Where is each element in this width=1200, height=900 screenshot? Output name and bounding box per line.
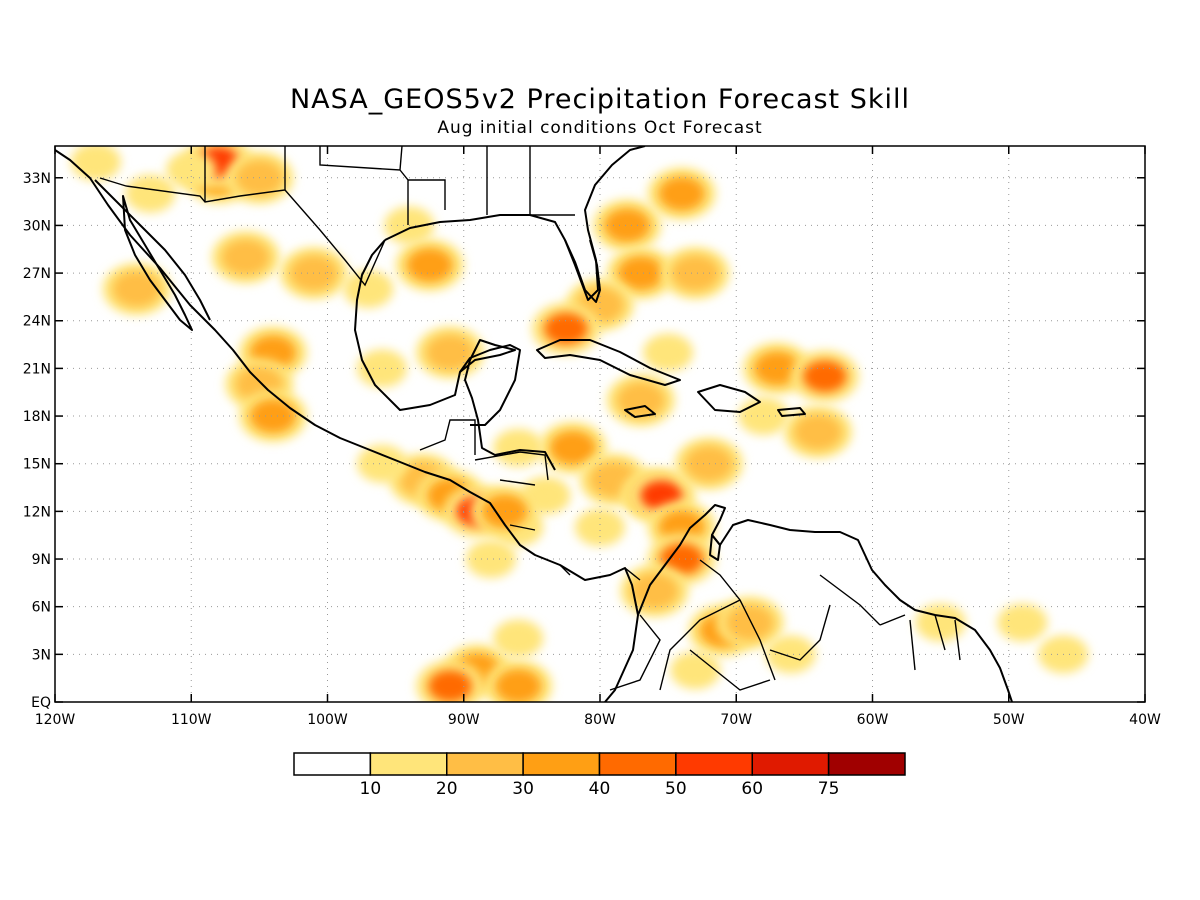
borders bbox=[99, 146, 961, 691]
skill-patch bbox=[549, 430, 596, 465]
skill-patch bbox=[725, 604, 774, 641]
lake-maracaibo bbox=[709, 534, 721, 561]
south-america-borders bbox=[609, 599, 831, 691]
colorbar-segment bbox=[675, 752, 753, 776]
skill-patch bbox=[406, 248, 453, 283]
colorbar-segment bbox=[598, 752, 677, 776]
lat-tick-label: 30N bbox=[23, 218, 51, 234]
texas-border bbox=[284, 189, 386, 287]
colorbar-segment bbox=[522, 752, 601, 776]
skill-patch bbox=[343, 269, 394, 308]
colorbar-segment bbox=[369, 752, 448, 776]
colorbar-segment bbox=[293, 752, 372, 776]
skill-patch bbox=[481, 494, 528, 529]
pacific-coastline bbox=[55, 149, 639, 702]
colorbar-label: 20 bbox=[436, 779, 458, 799]
jamaica-island bbox=[624, 405, 656, 418]
lon-tick-label: 70W bbox=[720, 712, 752, 728]
lon-tick-label: 110W bbox=[171, 712, 212, 728]
skill-patch bbox=[357, 444, 407, 483]
lon-tick-label: 90W bbox=[448, 712, 480, 728]
skill-patch bbox=[765, 635, 816, 674]
skill-patch bbox=[250, 399, 296, 434]
baja-coastline bbox=[122, 195, 193, 331]
skill-patch bbox=[70, 146, 121, 181]
colorbar-label: 50 bbox=[665, 779, 687, 799]
skill-patch bbox=[493, 619, 544, 658]
lat-tick-label: 9N bbox=[32, 552, 51, 568]
skill-patch bbox=[659, 543, 704, 576]
hispaniola-island bbox=[697, 384, 761, 413]
lon-tick-label: 100W bbox=[307, 712, 348, 728]
skill-patch bbox=[428, 670, 473, 702]
skill-patch bbox=[543, 312, 588, 345]
skill-patch bbox=[643, 333, 694, 372]
florida-peninsula bbox=[564, 239, 601, 303]
skill-patch bbox=[125, 174, 176, 213]
skill-patch bbox=[495, 669, 542, 702]
skill-patch bbox=[112, 270, 161, 307]
skill-patch bbox=[794, 413, 842, 450]
skill-patch bbox=[658, 176, 705, 211]
skill-patch bbox=[604, 208, 651, 243]
colorbar-label: 30 bbox=[512, 779, 534, 799]
colorbar-label: 75 bbox=[818, 779, 840, 799]
colorbar-segment bbox=[446, 752, 524, 776]
colorbar-label: 40 bbox=[589, 779, 611, 799]
cuba-island bbox=[536, 339, 681, 386]
colorbar-label: 10 bbox=[360, 779, 382, 799]
skill-patch bbox=[426, 334, 475, 371]
skill-patch bbox=[616, 382, 665, 419]
map-title: NASA_GEOS5v2 Precipitation Forecast Skil… bbox=[289, 84, 911, 115]
lon-tick-label: 50W bbox=[993, 712, 1025, 728]
colorbar: 10 20 30 40 50 60 75 bbox=[293, 752, 906, 799]
colorbar-segment bbox=[751, 752, 830, 776]
lat-tick-label: 3N bbox=[32, 647, 51, 663]
colorbar-segment bbox=[827, 752, 906, 776]
coastlines bbox=[55, 146, 1013, 702]
lat-tick-label: 15N bbox=[23, 457, 51, 473]
skill-patch bbox=[221, 239, 270, 276]
skill-patch bbox=[493, 428, 544, 467]
gulf-california-coast bbox=[94, 179, 211, 321]
skill-patch bbox=[357, 349, 407, 388]
lon-tick-label: 80W bbox=[584, 712, 616, 728]
lat-tick-label: 21N bbox=[23, 361, 51, 377]
skill-patch bbox=[575, 508, 625, 547]
lon-tick-label: 60W bbox=[857, 712, 889, 728]
skill-patch bbox=[166, 150, 217, 189]
lat-tick-label: 12N bbox=[23, 504, 51, 520]
puerto-rico-island bbox=[777, 407, 806, 417]
yucatan-coast bbox=[459, 344, 521, 426]
axes-layer: 120W 110W 100W 90W 80W 70W 60W 50W 40W EQ 3N 6N 9N 12… bbox=[23, 146, 1161, 728]
south-america-coastline bbox=[637, 504, 1013, 702]
map-subtitle: Aug initial conditions Oct Forecast bbox=[437, 118, 763, 138]
gulf-of-mexico-coastline bbox=[354, 239, 556, 471]
skill-patch bbox=[617, 256, 664, 291]
lat-tick-label: EQ bbox=[31, 695, 51, 711]
skill-patch bbox=[671, 255, 720, 292]
us-state-borders bbox=[204, 146, 575, 225]
lat-tick-label: 6N bbox=[32, 600, 51, 616]
skill-patch bbox=[802, 360, 847, 393]
skill-patch bbox=[754, 351, 801, 386]
skill-patch bbox=[630, 572, 679, 609]
skill-patch bbox=[670, 651, 721, 690]
lon-tick-label: 40W bbox=[1129, 712, 1161, 728]
lat-tick-label: 27N bbox=[23, 266, 51, 282]
lat-tick-label: 33N bbox=[23, 171, 51, 187]
lat-tick-label: 18N bbox=[23, 409, 51, 425]
colorbar-label: 60 bbox=[741, 779, 763, 799]
lat-tick-label: 24N bbox=[23, 314, 51, 330]
lon-tick-label: 120W bbox=[35, 712, 76, 728]
skill-patch bbox=[997, 603, 1048, 642]
skill-patch bbox=[466, 540, 516, 579]
